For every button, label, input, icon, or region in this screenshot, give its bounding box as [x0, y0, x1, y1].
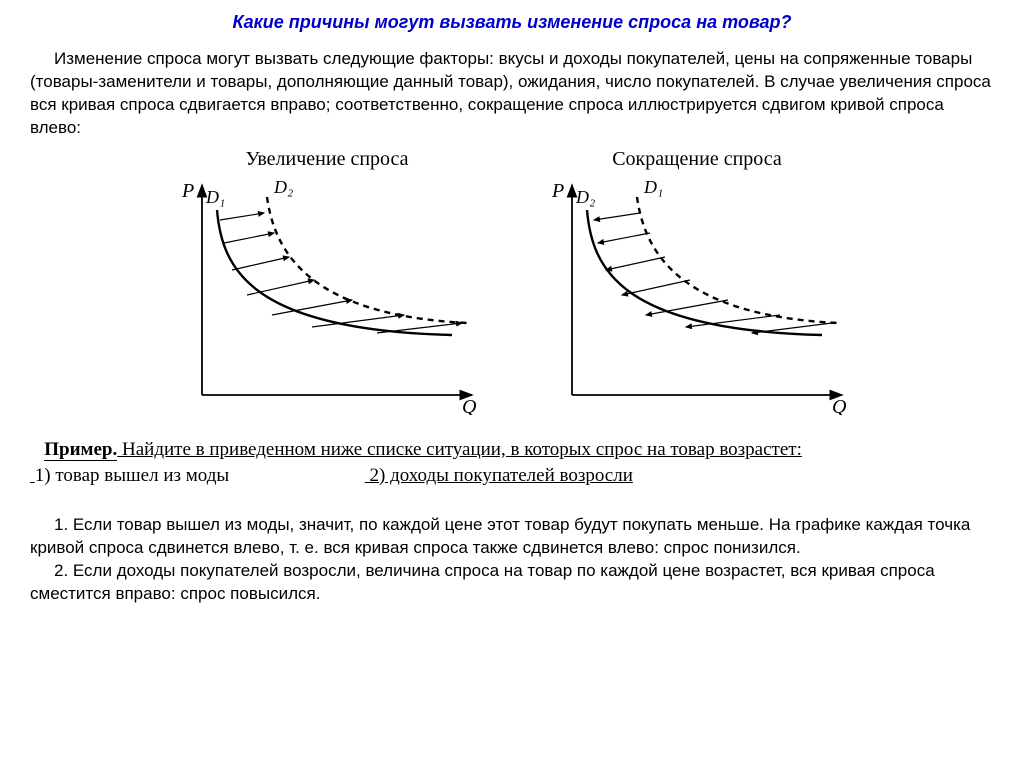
chart-decrease: Сокращение спроса P Q	[532, 146, 862, 415]
explanation-1: 1. Если товар вышел из моды, значит, по …	[30, 514, 994, 560]
y-axis-label: P	[551, 180, 564, 202]
curve-d1	[637, 197, 837, 323]
chart-increase-title: Увеличение спроса	[245, 146, 408, 173]
chart-decrease-title: Сокращение спроса	[612, 146, 782, 173]
curve-d1	[217, 210, 452, 335]
shift-arrow	[247, 280, 314, 295]
explanation-2: 2. Если доходы покупателей возросли, вел…	[30, 560, 994, 606]
shift-arrow	[377, 323, 462, 333]
example-heading: Пример. Найдите в приведенном ниже списк…	[30, 437, 994, 463]
x-axis-label: Q	[832, 396, 847, 415]
d2-label: D₂	[273, 177, 293, 197]
shift-arrow	[224, 233, 274, 243]
option-1: 1) товар вышел из моды	[35, 463, 365, 489]
option-2: 2) доходы покупателей возросли	[370, 465, 633, 486]
curve-d2	[267, 197, 467, 323]
page-title: Какие причины могут вызвать изменение сп…	[30, 10, 994, 34]
shift-arrow	[594, 213, 640, 220]
d1-label: D₁	[643, 177, 663, 197]
chart-decrease-svg: P Q D₁ D₂	[532, 175, 862, 415]
example-text: Найдите в приведенном ниже списке ситуац…	[117, 439, 802, 460]
shift-arrow	[272, 300, 352, 315]
x-axis-label: Q	[462, 396, 477, 415]
shift-arrow	[606, 257, 665, 270]
curve-d2	[587, 210, 822, 335]
shift-arrow	[220, 213, 264, 220]
charts-row: Увеличение спроса P Q	[30, 146, 994, 415]
chart-increase: Увеличение спроса P Q	[162, 146, 492, 415]
intro-paragraph: Изменение спроса могут вызвать следующие…	[30, 48, 994, 140]
y-axis-label: P	[181, 180, 194, 202]
shift-arrow	[598, 233, 650, 243]
example-prefix: Пример.	[44, 439, 117, 461]
d1-label: D₁	[205, 187, 225, 207]
shift-arrow	[232, 257, 289, 270]
shift-arrow	[752, 323, 832, 333]
example-options: 1) товар вышел из моды 2) доходы покупат…	[30, 463, 994, 489]
chart-increase-svg: P Q D₁ D₂	[162, 175, 492, 415]
shift-arrow	[622, 280, 690, 295]
d2-label: D₂	[575, 187, 595, 207]
